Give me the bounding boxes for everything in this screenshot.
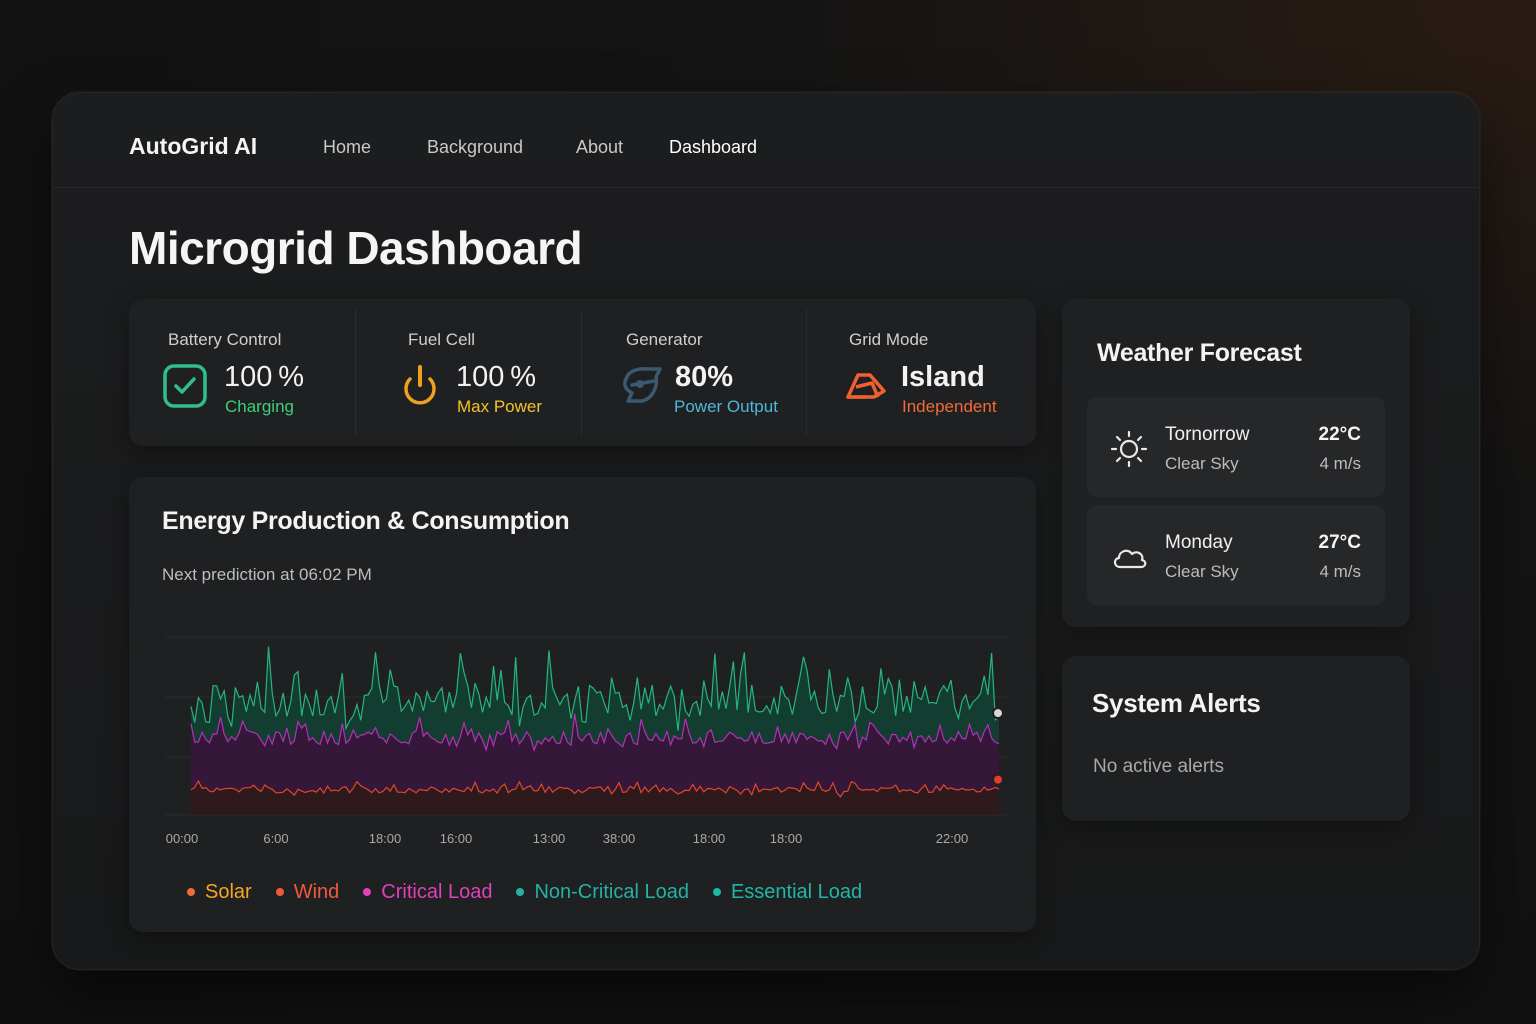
legend-dot-icon [516,888,525,896]
stat-label: Generator [626,330,703,349]
system-alerts-card: System Alerts No active alerts [1062,656,1410,821]
forecast-day: Monday [1165,532,1233,553]
stat-sub: Independent [902,397,997,416]
legend-dot-icon [187,888,195,896]
area-fill-middle [191,713,999,797]
top-nav: AutoGrid AI Home Background About Dashbo… [53,93,1479,188]
stat-value: 100 % [224,361,304,393]
forecast-wind: 4 m/s [1319,454,1361,473]
divider [355,309,356,436]
stat-sub: Power Output [674,397,778,416]
forecast-temp: 22°C [1318,424,1361,445]
x-tick-label: 18:00 [770,831,803,846]
status-card: Battery Control 100 % Charging Fuel Cell… [129,299,1036,446]
chart-title: Energy Production & Consumption [162,507,570,535]
legend-label: Wind [293,880,340,903]
stat-sub: Max Power [457,397,543,416]
stat-generator[interactable]: Generator 80% Power Output [581,299,806,446]
legend-item[interactable]: Essential Load [712,879,863,905]
dashboard-window: AutoGrid AI Home Background About Dashbo… [52,92,1480,970]
series-end-marker [992,773,1004,786]
forecast-temp: 27°C [1318,532,1361,553]
legend-dot-icon [712,888,721,896]
weather-card: Weather Forecast Tornorrow Clear Sky 22°… [1062,299,1410,627]
stat-sub: Charging [225,397,294,416]
island-icon [846,373,886,399]
legend-label: Essential Load [730,880,863,903]
x-tick-label: 00:00 [166,831,199,846]
series-end-marker [992,707,1004,720]
series-line-middle [190,713,1000,753]
page-title: Microgrid Dashboard [129,222,583,274]
stat-value: 100 % [456,361,536,393]
x-tick-label: 13:00 [533,831,566,846]
brand-logo[interactable]: AutoGrid AI [129,133,258,159]
nav-link-about[interactable]: About [576,137,624,157]
x-tick-label: 22:00 [936,831,969,846]
legend-dot-icon [275,888,284,896]
forecast-wind: 4 m/s [1319,562,1361,581]
cloud-icon [1113,549,1147,569]
x-tick-label: 18:00 [693,831,726,846]
legend-item[interactable]: Non-Critical Load [516,879,689,905]
stat-battery[interactable]: Battery Control 100 % Charging [129,299,355,446]
energy-chart-card: Energy Production & Consumption Next pre… [129,477,1036,932]
legend-label: Critical Load [381,880,493,903]
weather-title: Weather Forecast [1097,339,1302,367]
x-tick-label: 38:00 [603,831,636,846]
legend-item[interactable]: Wind [275,879,340,905]
legend-label: Solar [205,880,252,903]
sun-icon [1110,430,1148,468]
forecast-row[interactable]: Tornorrow Clear Sky 22°C 4 m/s [1087,397,1385,497]
x-tick-label: 16:00 [440,831,473,846]
energy-area-chart[interactable]: 00:00 6:00 18:00 16:00 13:00 38:00 18:00 18:00 2… [151,597,1011,857]
x-tick-label: 18:00 [369,831,402,846]
series-line-top [190,646,1000,731]
alerts-empty-text: No active alerts [1093,756,1224,777]
generator-icon [623,367,662,403]
alerts-title: System Alerts [1092,688,1261,718]
stat-label: Grid Mode [849,330,929,349]
forecast-condition: Clear Sky [1165,454,1239,473]
nav-link-dashboard[interactable]: Dashboard [669,137,758,157]
legend-label: Non-Critical Load [534,880,689,903]
forecast-row[interactable]: Monday Clear Sky 27°C 4 m/s [1087,505,1385,605]
stat-label: Fuel Cell [408,330,476,349]
forecast-day: Tornorrow [1165,424,1250,445]
stat-value: Island [901,361,985,393]
nav-link-home[interactable]: Home [323,137,372,157]
legend-item[interactable]: Critical Load [363,879,492,905]
stat-grid-mode[interactable]: Grid Mode Island Independent [806,299,1036,446]
area-fill-top [191,646,999,751]
divider [806,309,807,436]
forecast-condition: Clear Sky [1165,562,1239,581]
divider [581,309,582,436]
chart-subtitle: Next prediction at 06:02 PM [162,565,372,584]
x-tick-label: 6:00 [263,831,288,846]
legend-item[interactable]: Solar [187,879,252,905]
check-square-icon [163,364,207,408]
series-line-bottom [190,779,1000,798]
legend-dot-icon [363,888,372,896]
chart-legend: Solar Wind Critical Load Non-Critical Load E… [187,879,862,905]
nav-link-background[interactable]: Background [427,137,524,157]
stat-label: Battery Control [168,330,282,349]
power-icon [404,365,436,405]
stat-value: 80% [675,361,734,393]
stat-fuel-cell[interactable]: Fuel Cell 100 % Max Power [355,299,581,446]
